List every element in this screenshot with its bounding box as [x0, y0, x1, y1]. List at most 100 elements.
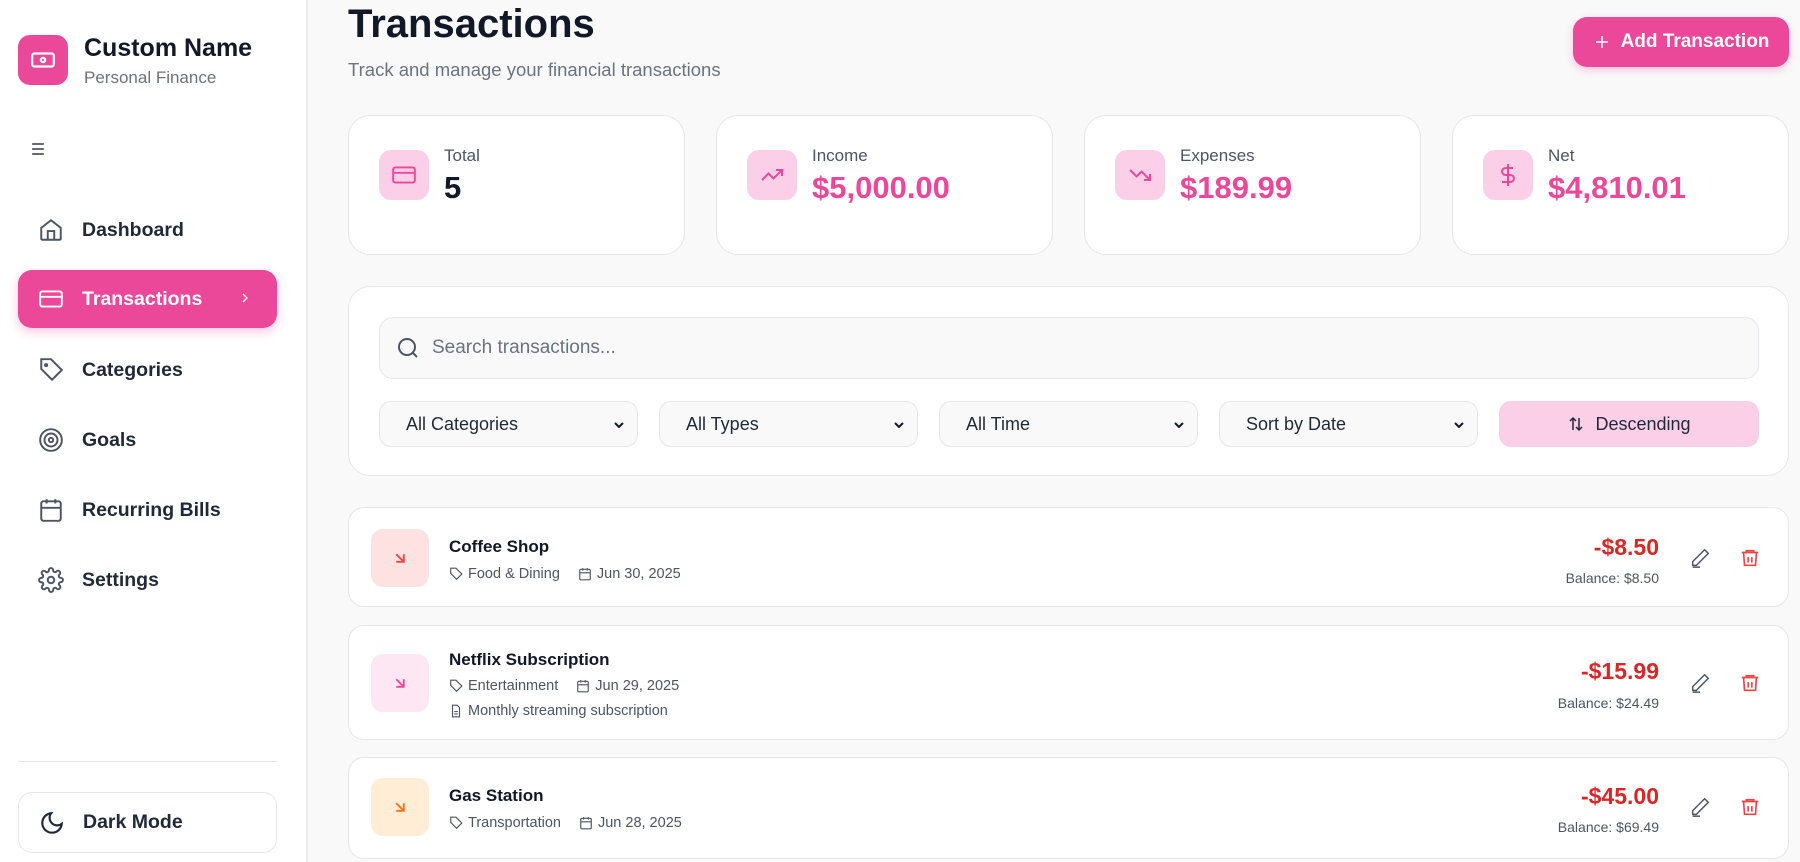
- transaction-note-text: Monthly streaming subscription: [468, 703, 668, 719]
- calendar-icon: [579, 568, 591, 581]
- chevron-down-icon: [894, 422, 904, 429]
- dark-mode-label: Dark Mode: [83, 811, 183, 833]
- transaction-title: Coffee Shop: [449, 537, 550, 556]
- sort-select[interactable]: Sort by Date: [1219, 401, 1478, 447]
- stat-label: Net: [1548, 146, 1575, 165]
- stat-value: $4,810.01: [1548, 170, 1686, 205]
- sidebar-item-label: Goals: [82, 428, 137, 451]
- trash-icon[interactable]: [1739, 672, 1761, 694]
- transaction-note: Monthly streaming subscription: [449, 703, 686, 719]
- arrow-down-right-icon: [395, 553, 405, 563]
- search-placeholder: Search transactions...: [432, 337, 616, 358]
- target-icon: [39, 428, 63, 452]
- category-select-value: All Categories: [406, 413, 519, 434]
- search-icon: [398, 338, 418, 358]
- type-select[interactable]: All Types: [659, 401, 918, 447]
- page-title: Transactions: [348, 2, 595, 46]
- search-input[interactable]: Search transactions...: [379, 317, 1759, 379]
- add-transaction-label: Add Transaction: [1620, 31, 1770, 52]
- transaction-row[interactable]: Gas Station Transportation Jun 28, 2025 …: [348, 757, 1789, 859]
- calendar-icon: [40, 499, 62, 522]
- transaction-type-icon-box: [371, 778, 429, 836]
- sort-order-label: Descending: [1595, 413, 1691, 434]
- arrow-down-right-icon: [395, 802, 405, 812]
- dollar-icon: [1501, 164, 1515, 186]
- filter-panel: Search transactions... All Categories Al…: [348, 286, 1789, 476]
- tag-icon: [450, 679, 463, 693]
- sidebar-item-settings[interactable]: Settings: [18, 551, 277, 609]
- transaction-category: Transportation: [468, 815, 561, 831]
- transaction-type-icon-box: [371, 529, 429, 587]
- transaction-balance: Balance: $8.50: [1565, 570, 1659, 586]
- sort-order-button[interactable]: Descending: [1499, 401, 1759, 447]
- gear-icon: [38, 567, 64, 593]
- tag-icon: [450, 567, 463, 581]
- stat-icon-box: [379, 150, 429, 200]
- stat-value: $5,000.00: [812, 170, 950, 205]
- transaction-meta: Food & Dining Jun 30, 2025: [449, 566, 699, 582]
- sidebar-item-recurring-bills[interactable]: Recurring Bills: [18, 481, 277, 539]
- transaction-balance: Balance: $69.49: [1557, 819, 1659, 835]
- chevron-down-icon: [1454, 422, 1464, 429]
- transaction-amount: -$8.50: [1593, 534, 1659, 560]
- trash-icon[interactable]: [1739, 547, 1761, 569]
- sidebar: Custom Name Personal Finance Dashboard T…: [0, 0, 308, 862]
- sort-arrows-icon: [1569, 416, 1583, 432]
- edit-icon[interactable]: [1689, 796, 1711, 818]
- plus-icon: [1595, 36, 1608, 48]
- edit-icon[interactable]: [1689, 672, 1711, 694]
- calendar-icon: [580, 817, 592, 830]
- sidebar-item-goals[interactable]: Goals: [18, 411, 277, 469]
- sidebar-item-transactions[interactable]: Transactions: [18, 270, 277, 328]
- stat-value: $189.99: [1180, 170, 1293, 205]
- file-text-icon: [451, 704, 461, 718]
- transaction-category: Entertainment: [468, 678, 559, 694]
- stat-icon-box: [1115, 150, 1165, 200]
- credit-card-icon: [39, 290, 63, 308]
- home-icon: [40, 219, 62, 241]
- trash-icon[interactable]: [1739, 796, 1761, 818]
- stat-card-income: Income $5,000.00: [716, 115, 1053, 255]
- sidebar-divider: [18, 761, 277, 762]
- transaction-date: Jun 30, 2025: [596, 566, 681, 582]
- chevron-down-icon: [614, 422, 624, 429]
- menu-icon: [32, 143, 44, 155]
- stat-label: Income: [812, 146, 868, 165]
- transaction-balance: Balance: $24.49: [1557, 695, 1659, 711]
- tag-icon: [40, 358, 64, 382]
- time-select-value: All Time: [966, 413, 1031, 434]
- stat-card-total: Total 5: [348, 115, 685, 255]
- transaction-category: Food & Dining: [468, 566, 560, 582]
- sidebar-item-label: Categories: [82, 358, 183, 381]
- sidebar-item-dashboard[interactable]: Dashboard: [18, 201, 277, 259]
- arrow-down-right-icon: [395, 678, 405, 688]
- add-transaction-button[interactable]: Add Transaction: [1573, 17, 1789, 67]
- transaction-row[interactable]: Coffee Shop Food & Dining Jun 30, 2025 -…: [348, 507, 1789, 607]
- dark-mode-button[interactable]: Dark Mode: [18, 792, 277, 853]
- time-select[interactable]: All Time: [939, 401, 1198, 447]
- transaction-amount: -$45.00: [1580, 783, 1659, 809]
- menu-toggle-button[interactable]: [28, 139, 50, 159]
- stat-label: Total: [444, 146, 480, 165]
- sort-select-value: Sort by Date: [1246, 413, 1347, 434]
- transaction-meta: Transportation Jun 28, 2025: [449, 815, 700, 831]
- tag-icon: [450, 816, 463, 830]
- sidebar-item-label: Transactions: [82, 287, 203, 310]
- sidebar-item-label: Recurring Bills: [82, 498, 221, 521]
- chevron-down-icon: [1174, 422, 1184, 429]
- transaction-title: Netflix Subscription: [449, 650, 610, 669]
- category-select[interactable]: All Categories: [379, 401, 638, 447]
- page-subtitle: Track and manage your financial transact…: [348, 59, 721, 80]
- edit-icon[interactable]: [1689, 547, 1711, 569]
- transaction-row[interactable]: Netflix Subscription Entertainment Jun 2…: [348, 625, 1789, 740]
- sidebar-item-categories[interactable]: Categories: [18, 341, 277, 399]
- calendar-icon: [577, 680, 590, 693]
- trending-up-icon: [761, 169, 783, 181]
- transaction-amount: -$15.99: [1580, 658, 1659, 684]
- transaction-date: Jun 28, 2025: [597, 815, 682, 831]
- credit-card-icon: [392, 166, 416, 184]
- stat-icon-box: [747, 150, 797, 200]
- transaction-date: Jun 29, 2025: [595, 678, 680, 694]
- stat-card-expenses: Expenses $189.99: [1084, 115, 1421, 255]
- type-select-value: All Types: [686, 413, 759, 434]
